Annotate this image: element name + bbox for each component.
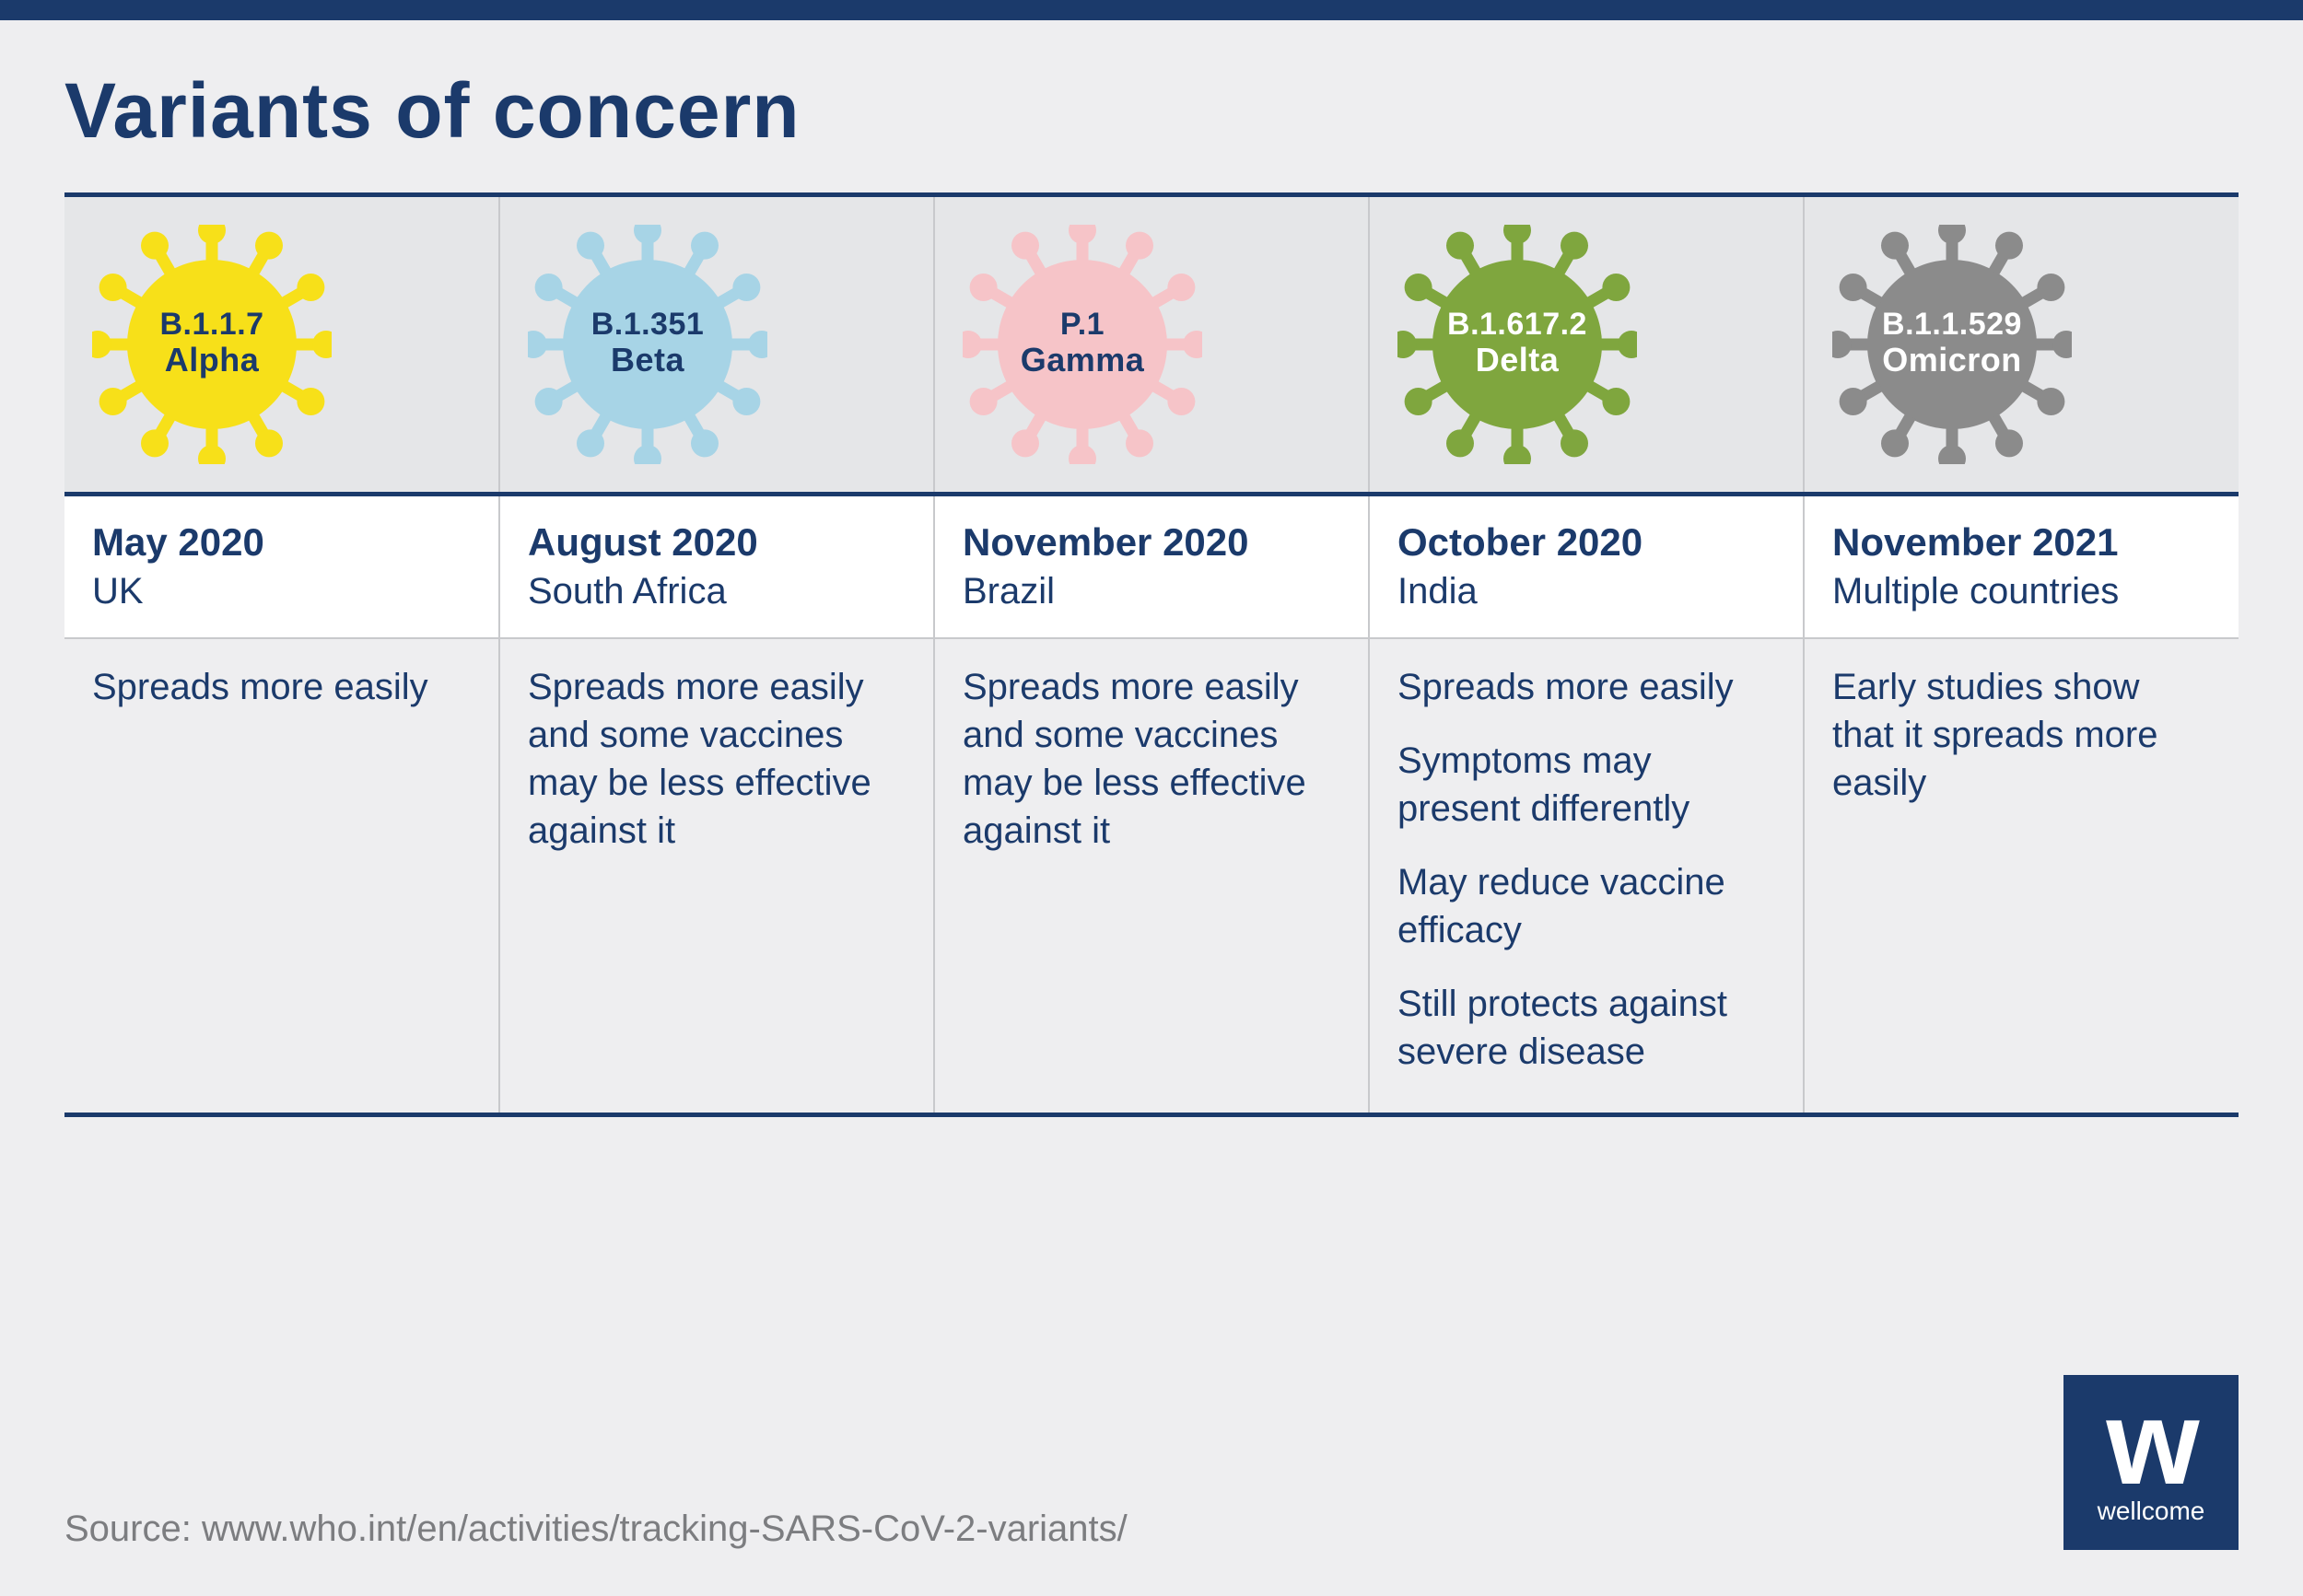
- variant-note: Spreads more easily and some vaccines ma…: [528, 663, 906, 855]
- virus-icon: B.1.617.2Delta: [1397, 225, 1637, 464]
- variant-date-cell: October 2020India: [1369, 495, 1804, 638]
- variant-date-cell: November 2021Multiple countries: [1804, 495, 2239, 638]
- variant-designation: B.1.1.7: [120, 308, 304, 342]
- variant-icon-cell: B.1.1.7Alpha: [64, 195, 499, 495]
- variant-name: Beta: [555, 342, 740, 379]
- variant-icon-cell: B.1.1.529Omicron: [1804, 195, 2239, 495]
- virus-icon: B.1.1.7Alpha: [92, 225, 332, 464]
- variant-origin: Brazil: [963, 567, 1340, 615]
- variant-designation: B.1.1.529: [1860, 308, 2044, 342]
- variant-note: Spreads more easily: [1397, 663, 1775, 711]
- top-accent-bar: [0, 0, 2303, 20]
- virus-icon: B.1.351Beta: [528, 225, 767, 464]
- variant-name: Gamma: [990, 342, 1175, 379]
- variant-date: October 2020: [1397, 518, 1775, 567]
- content-area: Variants of concern B.1.1.7AlphaB.1.351B…: [0, 20, 2303, 1117]
- virus-label: B.1.617.2Delta: [1425, 308, 1609, 379]
- variant-icon-cell: B.1.351Beta: [499, 195, 934, 495]
- variant-note: Early studies show that it spreads more …: [1832, 663, 2211, 807]
- page-title: Variants of concern: [64, 66, 2239, 156]
- variant-name: Delta: [1425, 342, 1609, 379]
- virus-label: B.1.351Beta: [555, 308, 740, 379]
- variant-notes-cell: Spreads more easily and some vaccines ma…: [499, 638, 934, 1115]
- variant-note: Spreads more easily and some vaccines ma…: [963, 663, 1340, 855]
- variant-name: Omicron: [1860, 342, 2044, 379]
- variant-origin: UK: [92, 567, 471, 615]
- variant-icon-cell: B.1.617.2Delta: [1369, 195, 1804, 495]
- virus-icon: B.1.1.529Omicron: [1832, 225, 2072, 464]
- variant-date-cell: November 2020Brazil: [934, 495, 1369, 638]
- virus-label: P.1Gamma: [990, 308, 1175, 379]
- variant-origin: Multiple countries: [1832, 567, 2211, 615]
- variant-date-cell: May 2020UK: [64, 495, 499, 638]
- virus-label: B.1.1.529Omicron: [1860, 308, 2044, 379]
- variant-date-cell: August 2020South Africa: [499, 495, 934, 638]
- variant-origin: South Africa: [528, 567, 906, 615]
- variant-icon-cell: P.1Gamma: [934, 195, 1369, 495]
- variant-designation: B.1.617.2: [1425, 308, 1609, 342]
- variant-origin: India: [1397, 567, 1775, 615]
- variant-notes-row: Spreads more easily Spreads more easily a…: [64, 638, 2239, 1115]
- variant-notes-cell: Early studies show that it spreads more …: [1804, 638, 2239, 1115]
- variant-date: November 2020: [963, 518, 1340, 567]
- variant-name: Alpha: [120, 342, 304, 379]
- variant-note: Still protects against severe disease: [1397, 980, 1775, 1076]
- variant-notes-cell: Spreads more easily Symptoms may present …: [1369, 638, 1804, 1115]
- variant-date: August 2020: [528, 518, 906, 567]
- virus-label: B.1.1.7Alpha: [120, 308, 304, 379]
- footer: Source: www.who.int/en/activities/tracki…: [64, 1375, 2239, 1550]
- variant-notes-cell: Spreads more easily and some vaccines ma…: [934, 638, 1369, 1115]
- variant-notes-cell: Spreads more easily: [64, 638, 499, 1115]
- variant-icon-row: B.1.1.7Alpha B.1.351Beta P.1Gamma B.1.617.2…: [64, 195, 2239, 495]
- wellcome-logo: w wellcome: [2063, 1375, 2239, 1550]
- variant-date: May 2020: [92, 518, 471, 567]
- variant-designation: P.1: [990, 308, 1175, 342]
- virus-icon: P.1Gamma: [963, 225, 1202, 464]
- variant-note: Spreads more easily: [92, 663, 471, 711]
- source-text: Source: www.who.int/en/activities/tracki…: [64, 1509, 1128, 1550]
- variant-date: November 2021: [1832, 518, 2211, 567]
- logo-name: wellcome: [2098, 1497, 2205, 1526]
- variant-note: Symptoms may present differently: [1397, 737, 1775, 833]
- logo-mark: w: [2106, 1392, 2195, 1494]
- table-bottom-rule: [64, 1114, 2239, 1117]
- variant-designation: B.1.351: [555, 308, 740, 342]
- variant-date-row: May 2020UKAugust 2020South AfricaNovembe…: [64, 495, 2239, 638]
- variants-table: B.1.1.7Alpha B.1.351Beta P.1Gamma B.1.617.2…: [64, 192, 2239, 1117]
- variant-note: May reduce vaccine efficacy: [1397, 858, 1775, 954]
